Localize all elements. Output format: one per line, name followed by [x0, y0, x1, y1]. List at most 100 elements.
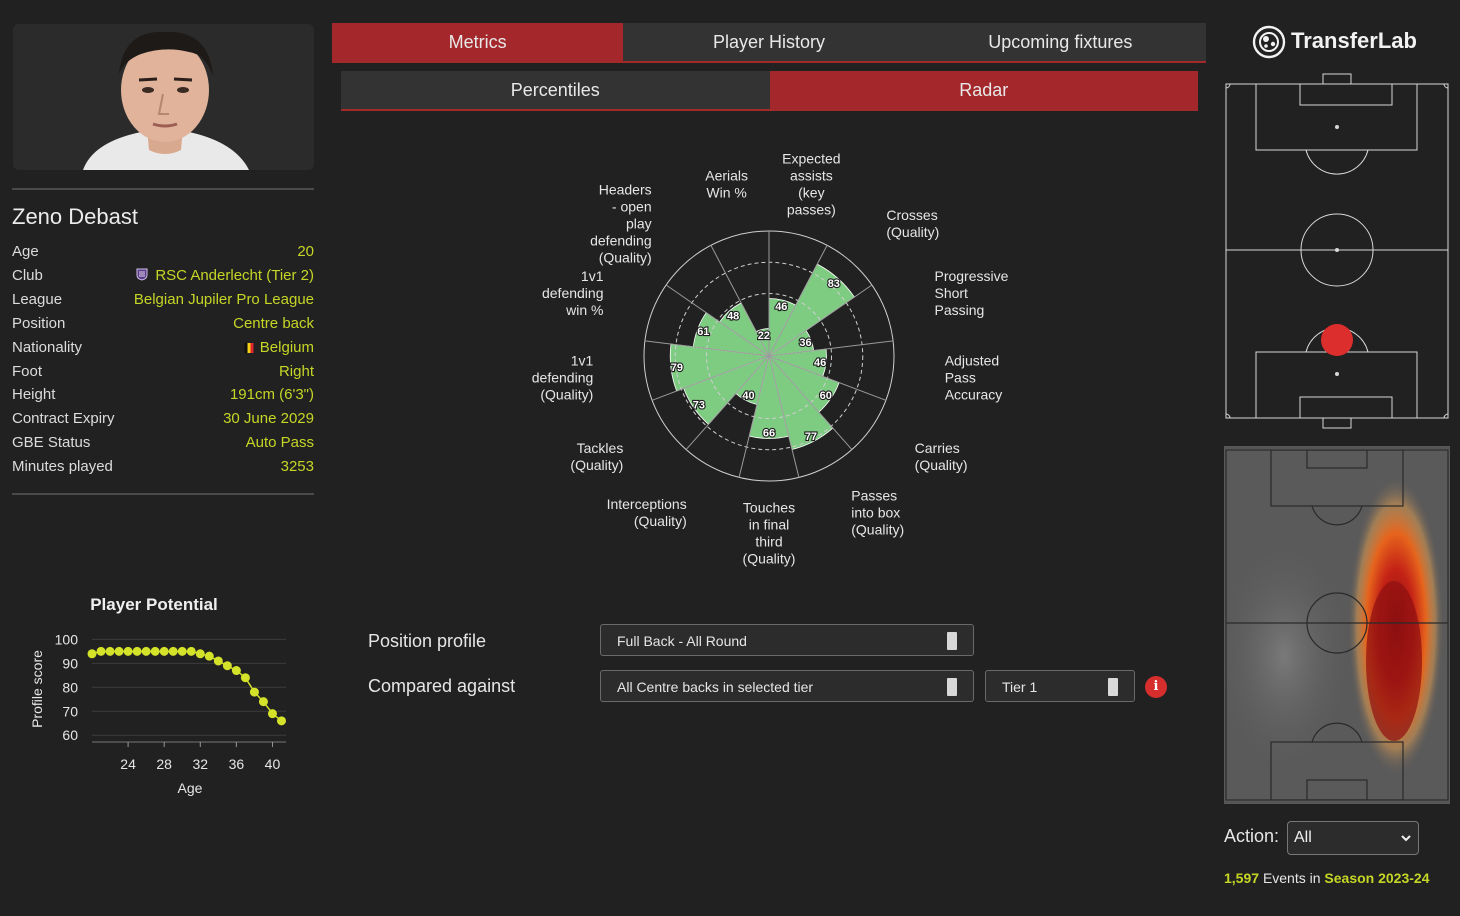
radar-axis-label-line: Interceptions	[607, 496, 687, 512]
player-name: Zeno Debast	[12, 204, 138, 229]
potential-point	[141, 646, 151, 656]
x-tick-label: 36	[229, 756, 245, 772]
tab-metrics[interactable]: Metrics	[332, 23, 624, 61]
radar-axis-label-line: Progressive	[934, 268, 1008, 284]
potential-point	[249, 687, 259, 697]
club-crest-icon	[135, 267, 149, 285]
potential-point	[114, 646, 124, 656]
potential-point	[168, 646, 178, 656]
tier-value: Tier 1	[1002, 679, 1038, 695]
potential-point	[186, 646, 196, 656]
radar-spoke	[768, 340, 894, 357]
info-label: GBE Status	[12, 434, 91, 452]
tab-radar[interactable]: Radar	[769, 71, 1198, 109]
info-value: Centre back	[233, 315, 314, 332]
radar-axis-label: Passes into box (Quality)	[851, 488, 904, 538]
radar-axis-label-line: (Quality)	[886, 224, 939, 240]
tab-percentiles[interactable]: Percentiles	[510, 79, 600, 100]
radar-axis-label: 1v1 defending (Quality)	[532, 352, 594, 402]
potential-point	[240, 673, 250, 683]
info-row: Position Centre back	[12, 315, 314, 337]
radar-value-label: 46	[775, 301, 787, 313]
info-value: RSC Anderlecht (Tier 2)	[135, 267, 314, 285]
radar-axis-label-line: third	[755, 534, 782, 550]
compared-against-select[interactable]: All Centre backs in selected tier	[600, 670, 974, 702]
potential-point	[159, 646, 169, 656]
info-row: Club RSC Anderlecht (Tier 2)	[12, 267, 314, 289]
radar-value-label: 83	[828, 278, 840, 290]
potential-point	[195, 649, 205, 659]
radar-value-label: 40	[742, 390, 754, 402]
radar-axis-label-line: (Quality)	[540, 386, 593, 402]
radar-spoke	[685, 355, 770, 450]
radar-axis-label-line: assists	[790, 168, 833, 184]
select-handle-icon	[947, 632, 957, 650]
radar-axis-label-line: passes)	[787, 202, 836, 218]
radar-axis-label-line: Passing	[934, 302, 984, 318]
radar-value-label: 79	[671, 362, 683, 374]
info-value-text: RSC Anderlecht (Tier 2)	[155, 266, 314, 284]
action-select[interactable]: All	[1287, 821, 1419, 855]
compared-against-label: Compared against	[368, 676, 516, 696]
y-tick-label: 60	[62, 727, 78, 743]
info-value: 191cm (6'3")	[230, 386, 314, 403]
radar-axis-label-line: Tackles	[577, 440, 624, 456]
info-row: League Belgian Jupiler Pro League	[12, 291, 314, 313]
radar-spoke	[651, 355, 770, 401]
info-value-text: Belgium	[259, 338, 314, 356]
player-headshot	[13, 24, 314, 170]
info-icon[interactable]: i	[1145, 676, 1167, 698]
action-value: All	[1294, 829, 1312, 846]
y-tick-label: 90	[62, 655, 78, 671]
radar-spoke	[768, 245, 828, 357]
info-value: 3253	[281, 458, 314, 475]
divider	[12, 493, 314, 495]
info-value-text: Right	[278, 362, 314, 380]
radar-spoke	[768, 284, 873, 357]
potential-line	[91, 650, 282, 722]
select-handle-icon	[947, 678, 957, 696]
radar-spoke	[738, 355, 770, 478]
radar-axis-label-line: Passes	[851, 488, 897, 504]
tab-upcoming-fixtures[interactable]: Upcoming fixtures	[988, 31, 1133, 52]
transferlab-logo-icon	[1252, 25, 1286, 59]
radar-value-label: 36	[799, 337, 811, 349]
radar-axis-label-line: Aerials	[705, 168, 748, 184]
radar-value-label: 66	[763, 428, 775, 440]
potential-point	[213, 656, 223, 666]
divider	[12, 188, 314, 190]
select-handle-icon	[1108, 678, 1118, 696]
radar-spoke	[768, 355, 853, 450]
potential-point	[150, 646, 160, 656]
potential-point	[222, 661, 232, 671]
info-value-text: Auto Pass	[245, 434, 314, 452]
potential-point	[123, 646, 133, 656]
event-heatmap	[1224, 446, 1450, 804]
info-row: Height 191cm (6'3")	[12, 386, 314, 408]
radar-spoke	[665, 284, 770, 357]
radar-value-label: 77	[805, 431, 817, 443]
radar-axis-label-line: (Quality)	[570, 457, 623, 473]
radar-value-label: 60	[820, 390, 832, 402]
position-profile-select[interactable]: Full Back - All Round	[600, 624, 974, 656]
radar-axis-label: Headers - open play defending (Quality)	[590, 182, 652, 266]
info-value: Belgian Jupiler Pro League	[134, 291, 314, 308]
radar-axis-label-line: defending	[532, 369, 594, 385]
y-tick-label: 100	[55, 631, 79, 647]
tier-select[interactable]: Tier 1	[985, 670, 1135, 702]
player-position-marker	[1321, 324, 1353, 356]
radar-axis-label-line: win %	[565, 302, 603, 318]
x-tick-label: 40	[265, 756, 281, 772]
radar-axis-label: Carries (Quality)	[915, 440, 968, 473]
radar-axis-label-line: Carries	[915, 440, 960, 456]
x-axis-label: Age	[178, 780, 203, 796]
info-value-text: Centre back	[233, 314, 314, 332]
chart-title: Player Potential	[90, 595, 218, 614]
tab-player-history[interactable]: Player History	[712, 31, 825, 52]
brand-name: TransferLab	[1291, 28, 1417, 53]
info-value: 20	[297, 243, 314, 260]
info-row: GBE Status Auto Pass	[12, 434, 314, 456]
events-season: Season 2023-24	[1324, 870, 1430, 886]
info-label: Foot	[12, 362, 43, 380]
